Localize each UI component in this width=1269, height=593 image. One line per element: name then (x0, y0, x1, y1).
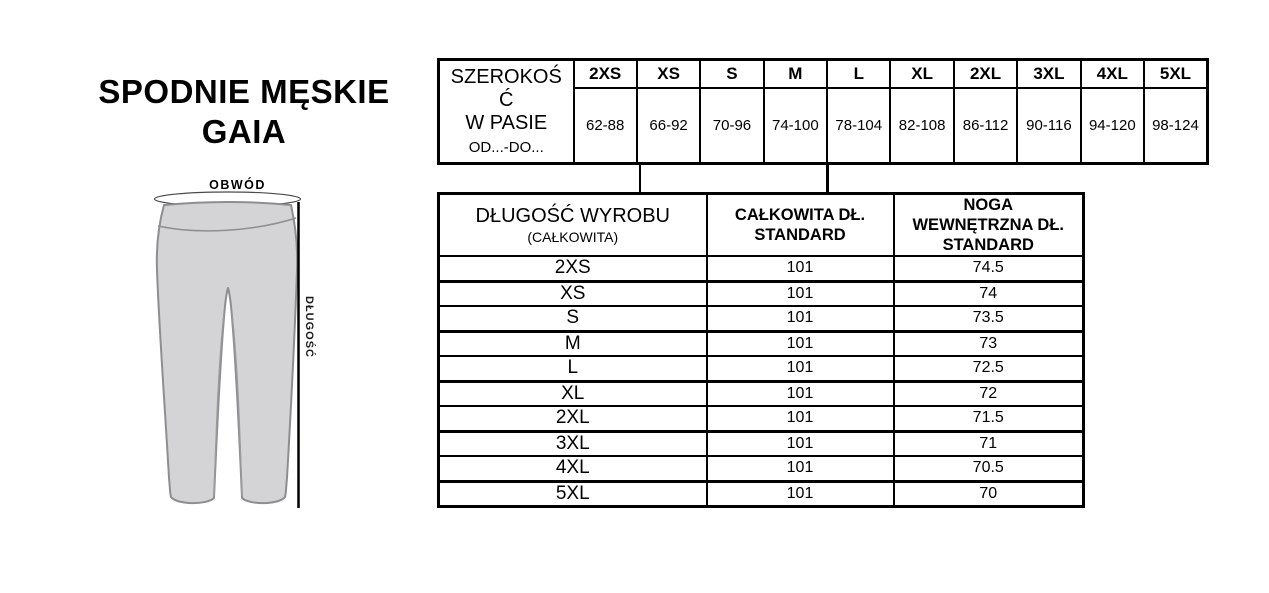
row-inseam-cell: 73 (892, 330, 1085, 357)
length-table-row: 3XL 101 71 (437, 430, 1085, 457)
size-range-cell: 62-88 (572, 86, 638, 165)
size-header-cell: 2XS (572, 58, 638, 89)
size-range-cell: 70-96 (699, 86, 765, 165)
row-total-cell: 101 (705, 455, 895, 483)
row-total-cell: 101 (705, 255, 895, 283)
row-inseam-cell: 71.5 (892, 405, 1085, 433)
length-table-row: S 101 73.5 (437, 305, 1085, 333)
length-measure-label: DŁUGOŚĆ (303, 296, 315, 358)
row-total-cell: 101 (705, 355, 895, 383)
size-header-cell: 5XL (1143, 58, 1209, 89)
page-title: SPODNIE MĘSKIE GAIA (64, 72, 424, 152)
width-table-header-row: SZEROKOŚ Ć W PASIE OD...-DO... 2XS XS S … (437, 58, 1209, 165)
row-inseam-cell: 70.5 (892, 455, 1085, 483)
size-header-cell: S (699, 58, 765, 89)
waist-width-table: SZEROKOŚ Ć W PASIE OD...-DO... 2XS XS S … (437, 58, 1209, 165)
row-total-cell: 101 (705, 405, 895, 433)
row-size-cell: L (437, 355, 708, 383)
size-range-cell: 82-108 (889, 86, 955, 165)
row-inseam-cell: 72.5 (892, 355, 1085, 383)
row-size-cell: 5XL (437, 480, 708, 507)
length-table-row: 4XL 101 70.5 (437, 455, 1085, 483)
right-leg-seam-line (231, 312, 243, 497)
row-inseam-cell: 71 (892, 430, 1085, 457)
width-table-title-cell: SZEROKOŚ Ć W PASIE OD...-DO... (437, 58, 575, 165)
total-length-header-line: CAŁKOWITA DŁ. (734, 206, 866, 224)
size-range-cell: 98-124 (1143, 86, 1209, 165)
inseam-header-line: WEWNĘTRZNA DŁ. (912, 216, 1065, 234)
row-size-cell: 2XL (437, 405, 708, 433)
width-table-title-line: W PASIE (465, 112, 548, 134)
row-size-cell: XL (437, 380, 708, 407)
row-inseam-cell: 73.5 (892, 305, 1085, 333)
row-size-cell: 3XL (437, 430, 708, 457)
size-range-cell: 90-116 (1016, 86, 1082, 165)
length-table-title-cell: DŁUGOŚĆ WYROBU (CAŁKOWITA) (437, 192, 708, 257)
size-range-cell: 94-120 (1079, 86, 1146, 165)
row-size-cell: S (437, 305, 708, 333)
size-header-cell: XL (889, 58, 955, 89)
length-table-row: M 101 73 (437, 330, 1085, 357)
row-inseam-cell: 70 (892, 480, 1085, 507)
row-size-cell: XS (437, 280, 708, 307)
row-size-cell: M (437, 330, 708, 357)
size-header-cell: XS (635, 58, 702, 89)
row-total-cell: 101 (705, 280, 895, 307)
size-range-cell: 66-92 (635, 86, 702, 165)
left-leg-seam-line (213, 312, 225, 497)
size-header-cell: 4XL (1079, 58, 1146, 89)
page-title-line1: SPODNIE MĘSKIE (98, 73, 390, 110)
waistband-line (157, 217, 297, 232)
row-total-cell: 101 (705, 430, 895, 457)
size-header-cell: L (826, 58, 892, 89)
size-header-cell: M (762, 58, 829, 89)
width-table-values-row: 62-88 66-92 70-96 74-100 78-104 82-108 8… (439, 86, 1209, 165)
length-table-row: 2XL 101 71.5 (437, 405, 1085, 433)
width-table-title-sub: OD...-DO... (468, 139, 544, 156)
row-total-cell: 101 (705, 305, 895, 333)
length-table-row: 2XS 101 74.5 (437, 255, 1085, 283)
width-table-title-line: SZEROKOŚ (450, 66, 562, 88)
row-size-cell: 2XS (437, 255, 708, 283)
total-length-header-cell: CAŁKOWITA DŁ. STANDARD (705, 192, 895, 257)
row-inseam-cell: 74 (892, 280, 1085, 307)
length-table-header-row: DŁUGOŚĆ WYROBU (CAŁKOWITA) CAŁKOWITA DŁ.… (437, 192, 1085, 257)
length-table-title: DŁUGOŚĆ WYROBU (475, 204, 670, 227)
pants-diagram (153, 191, 302, 508)
size-header-cell: 2XL (952, 58, 1019, 89)
size-range-cell: 86-112 (952, 86, 1019, 165)
width-table-title-line: Ć (499, 89, 514, 111)
row-total-cell: 101 (705, 330, 895, 357)
length-table-row: XS 101 74 (437, 280, 1085, 307)
row-total-cell: 101 (705, 480, 895, 507)
total-length-header-line: STANDARD (754, 226, 846, 244)
product-length-table: DŁUGOŚĆ WYROBU (CAŁKOWITA) CAŁKOWITA DŁ.… (437, 192, 1085, 508)
page-title-line2: GAIA (201, 113, 287, 150)
size-range-cell: 74-100 (762, 86, 829, 165)
row-inseam-cell: 72 (892, 380, 1085, 407)
size-header-cell: 3XL (1016, 58, 1082, 89)
length-table-subtitle: (CAŁKOWITA) (527, 228, 619, 245)
pants-body (155, 201, 299, 505)
inseam-header-cell: NOGA WEWNĘTRZNA DŁ. STANDARD (892, 192, 1085, 257)
length-table-row: XL 101 72 (437, 380, 1085, 407)
row-inseam-cell: 74.5 (892, 255, 1085, 283)
table-connector-line (826, 163, 829, 193)
size-range-cell: 78-104 (826, 86, 892, 165)
inseam-header-line: NOGA (963, 196, 1014, 214)
row-size-cell: 4XL (437, 455, 708, 483)
length-table-row: L 101 72.5 (437, 355, 1085, 383)
length-table-row: 5XL 101 70 (437, 480, 1085, 507)
inseam-header-line: STANDARD (942, 236, 1034, 254)
row-total-cell: 101 (705, 380, 895, 407)
table-connector-line (639, 163, 641, 193)
